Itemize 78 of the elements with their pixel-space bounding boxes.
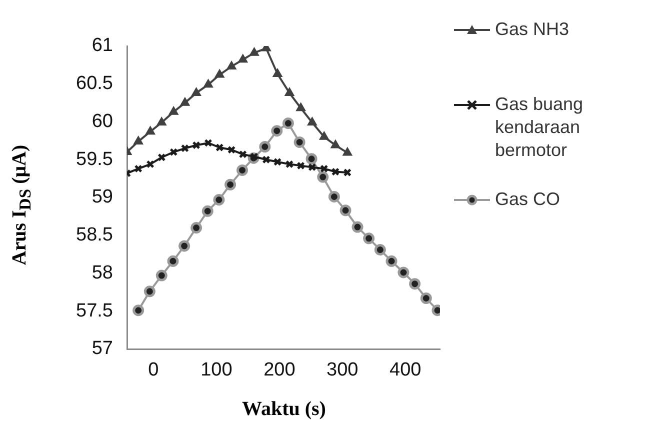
legend-label: Gas buang kendaraan bermotor [495, 93, 584, 162]
point [294, 136, 306, 148]
point [132, 304, 144, 316]
point [238, 150, 247, 158]
point [180, 144, 190, 152]
point [331, 168, 340, 176]
point [134, 136, 143, 144]
point [202, 205, 214, 217]
point [227, 146, 236, 154]
point [308, 117, 317, 126]
x-tick-label: 200 [264, 360, 296, 381]
point [167, 255, 179, 267]
x-tick-label: 0 [148, 360, 159, 381]
y-tick-label: 60.5 [76, 73, 113, 94]
point [170, 148, 178, 156]
y-tick-label: 58.5 [76, 224, 113, 246]
point [178, 240, 190, 252]
point [146, 126, 155, 135]
y-tick-label: 57 [92, 338, 113, 360]
y-tick-label: 61 [92, 35, 113, 56]
point [204, 79, 213, 88]
point [284, 88, 294, 96]
point [134, 164, 142, 173]
point [272, 68, 282, 78]
point [180, 98, 190, 106]
point [259, 141, 271, 152]
point [282, 118, 294, 130]
y-tick-label: 58 [92, 262, 113, 284]
point [226, 61, 236, 70]
point [262, 156, 270, 164]
point [328, 190, 340, 202]
point [342, 148, 352, 156]
point [144, 286, 156, 298]
point [306, 153, 318, 165]
point [340, 204, 352, 216]
point [374, 244, 386, 256]
point [190, 222, 202, 234]
y-tick-label: 60 [92, 110, 113, 132]
point [216, 143, 224, 152]
point [156, 117, 166, 126]
point [238, 54, 248, 63]
point [224, 178, 236, 190]
x-tick-label: 100 [200, 360, 232, 381]
point [273, 158, 282, 166]
legend-label: Gas CO [495, 188, 562, 211]
point [330, 140, 340, 148]
point [308, 163, 316, 172]
point [146, 160, 154, 168]
point [352, 221, 364, 233]
y-tick-label: 59 [92, 186, 113, 208]
x-tick-label: 400 [390, 360, 422, 381]
point [156, 270, 168, 282]
point [398, 266, 410, 278]
legend-label: Gas NH3 [495, 18, 570, 41]
point [296, 102, 306, 112]
point [204, 138, 212, 148]
point [168, 106, 178, 115]
point [363, 232, 375, 244]
point [319, 132, 329, 140]
point [296, 162, 305, 170]
point [236, 164, 248, 176]
y-tick-label: 57.5 [76, 300, 113, 322]
point [386, 255, 398, 267]
point [192, 88, 201, 96]
point [192, 141, 200, 150]
point [320, 164, 328, 173]
x-axis-title: Waktu (s) [242, 398, 326, 421]
point [250, 48, 259, 56]
point [214, 70, 224, 78]
point [213, 194, 225, 206]
point [271, 125, 283, 137]
point [409, 278, 421, 290]
y-tick-label: 59.5 [76, 148, 113, 170]
point [317, 171, 329, 183]
point [420, 292, 432, 304]
x-tick-label: 300 [326, 360, 358, 381]
point [285, 160, 294, 168]
point [158, 153, 166, 162]
